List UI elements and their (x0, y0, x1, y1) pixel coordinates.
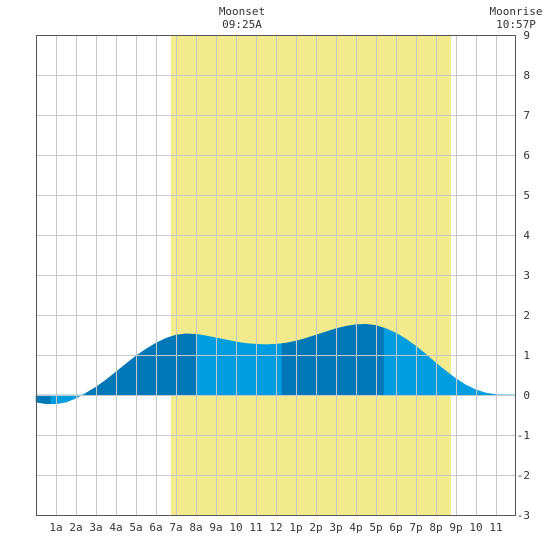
x-tick-label: 2p (309, 521, 322, 534)
x-tick-label: 11 (249, 521, 262, 534)
y-tick-label: 0 (523, 389, 530, 402)
y-tick-label: 1 (523, 349, 530, 362)
x-tick-label: 6p (389, 521, 402, 534)
x-tick-label: 12 (269, 521, 282, 534)
x-tick-label: 7p (409, 521, 422, 534)
y-tick-label: 2 (523, 309, 530, 322)
y-tick-label: 5 (523, 189, 530, 202)
x-tick-label: 1a (49, 521, 62, 534)
y-tick-label: 6 (523, 149, 530, 162)
x-tick-label: 5a (129, 521, 142, 534)
x-tick-label: 7a (169, 521, 182, 534)
tide-segment-3 (85, 333, 198, 396)
tide-segment-5 (281, 323, 385, 396)
x-tick-label: 2a (69, 521, 82, 534)
y-tick-label: -3 (517, 509, 530, 522)
x-tick-label: 10 (229, 521, 242, 534)
x-tick-label: 3a (89, 521, 102, 534)
x-tick-label: 9a (209, 521, 222, 534)
x-tick-label: 8a (189, 521, 202, 534)
y-axis-ticks: -3 -2 -1 0 1 2 3 4 5 6 7 8 9 (517, 29, 531, 522)
y-tick-label: 8 (523, 69, 530, 82)
moonset-time: 09:25A (222, 18, 262, 31)
moonrise-time: 10:57P (496, 18, 536, 31)
x-tick-label: 6a (149, 521, 162, 534)
y-tick-label: 4 (523, 229, 530, 242)
x-tick-label: 1p (289, 521, 302, 534)
x-tick-label: 4p (349, 521, 362, 534)
tide-segment-1 (35, 394, 52, 405)
y-tick-label: 9 (523, 29, 530, 42)
x-tick-label: 4a (109, 521, 122, 534)
y-tick-label: 3 (523, 269, 530, 282)
plot-frame (36, 35, 516, 516)
moonset-label: Moonset (219, 5, 265, 18)
x-tick-label: 8p (429, 521, 442, 534)
y-tick-label: 7 (523, 109, 530, 122)
x-axis-ticks: 1a 2a 3a 4a 5a 6a 7a 8a 9a 10 11 12 1p 2p 3p 4p 5p 6p 7p 8p… (49, 521, 502, 534)
x-tick-label: 9p (449, 521, 462, 534)
x-tick-label: 10 (469, 521, 482, 534)
tide-segment-4 (196, 334, 283, 396)
x-tick-label: 3p (329, 521, 342, 534)
top-annotations: Moonset 09:25A Moonrise 10:57P (219, 5, 543, 31)
x-tick-label: 11 (489, 521, 502, 534)
y-tick-label: -1 (517, 429, 530, 442)
moonrise-label: Moonrise (490, 5, 543, 18)
grid (36, 35, 516, 516)
x-tick-label: 5p (369, 521, 382, 534)
y-tick-label: -2 (517, 469, 530, 482)
tide-area (35, 323, 516, 405)
